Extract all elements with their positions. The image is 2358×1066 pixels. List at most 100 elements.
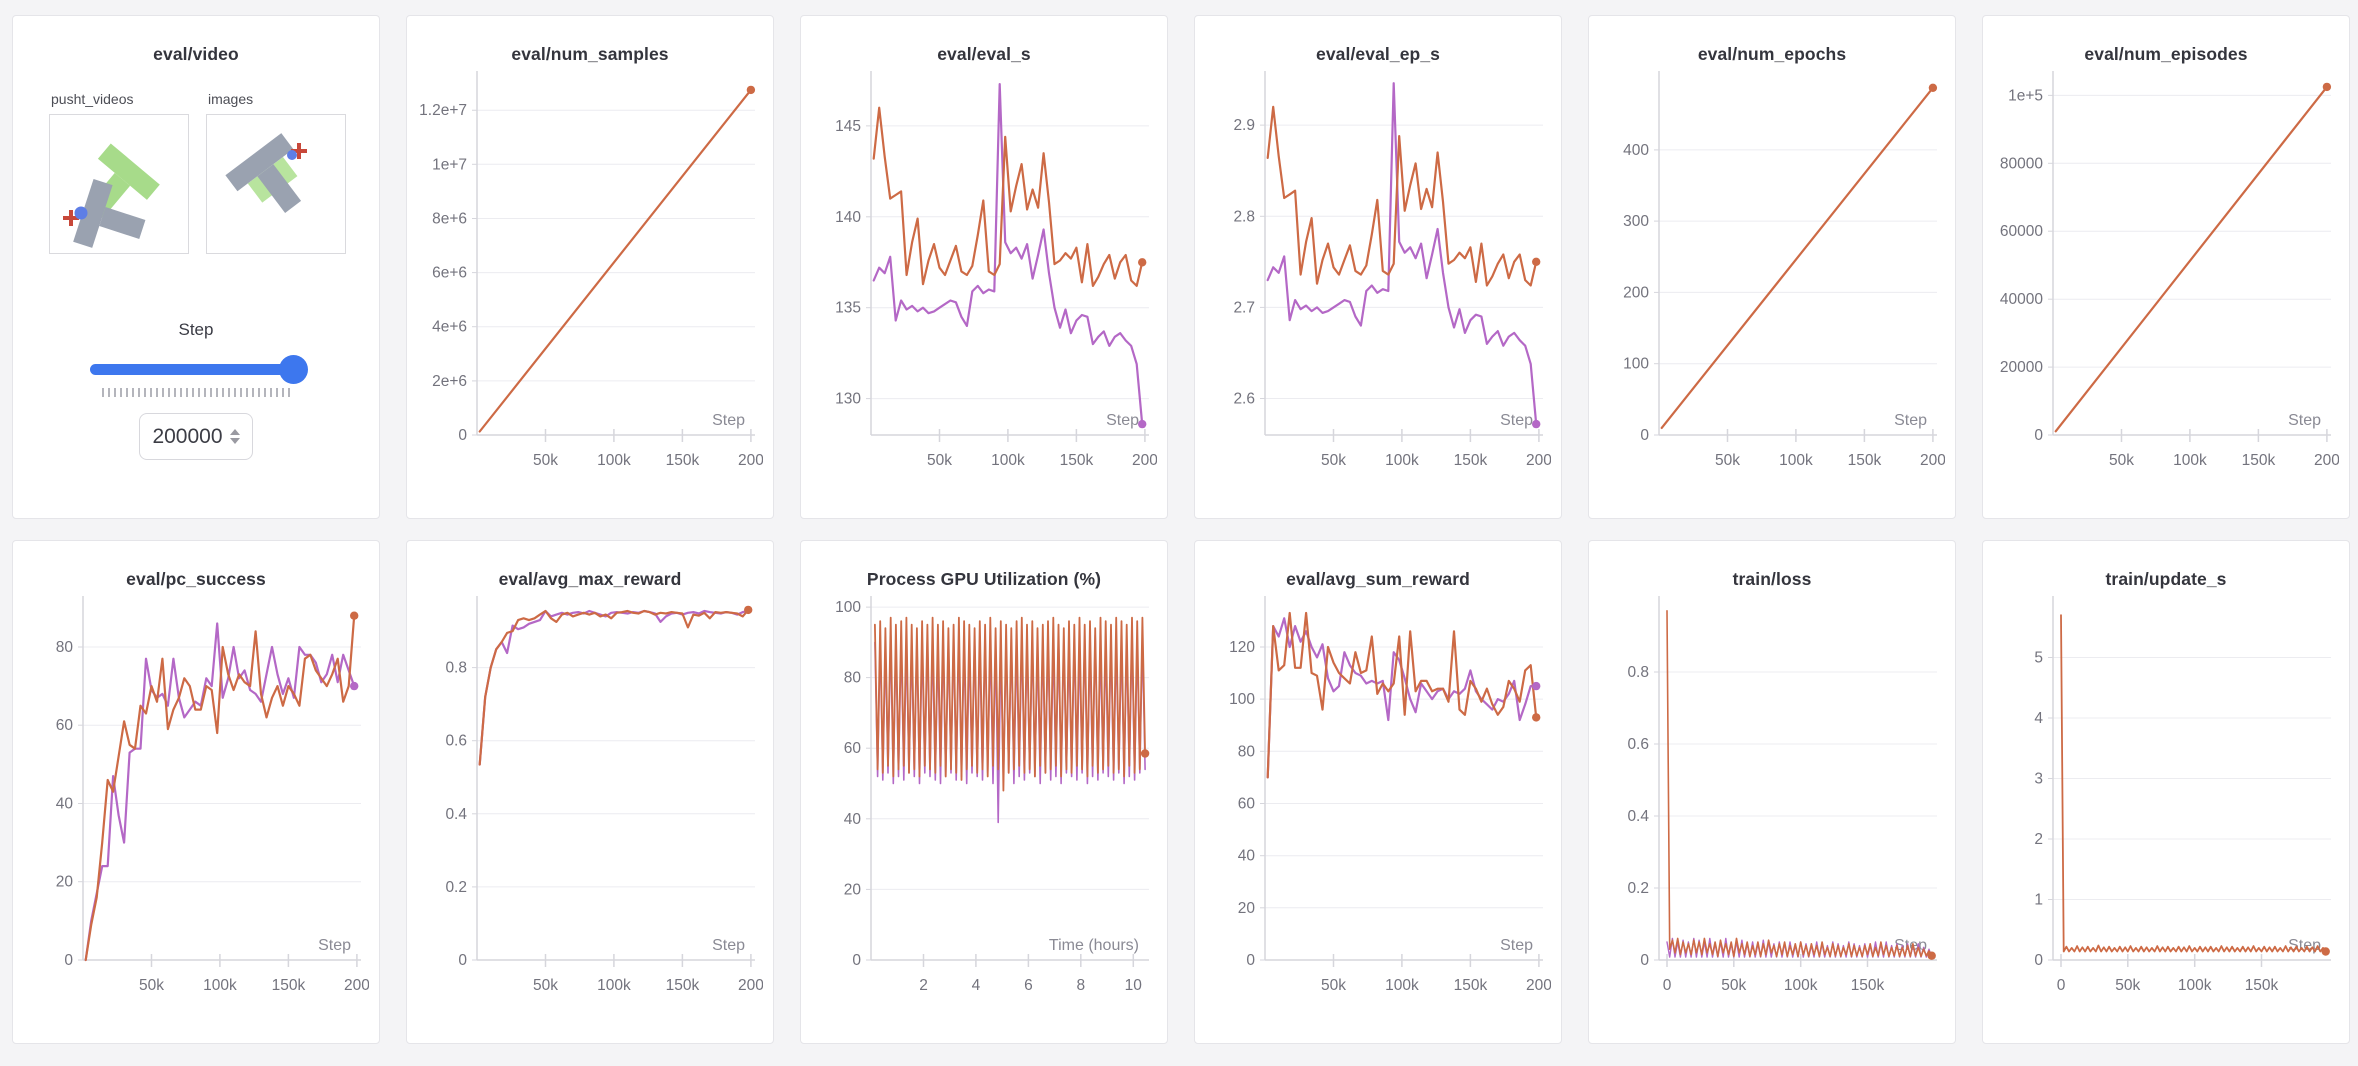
chart-title: eval/avg_sum_reward [1286, 569, 1470, 589]
chart-title: train/loss [1732, 569, 1812, 589]
svg-text:100k: 100k [2178, 977, 2212, 994]
media-thumbnails: pusht_videos [49, 91, 371, 254]
chart-panel-eval-num-episodes: eval/num_episodes 0 20000 40000 60000 80000 1… [1982, 15, 2350, 519]
svg-text:0: 0 [2057, 977, 2066, 994]
svg-text:150k: 150k [2245, 977, 2279, 994]
step-slider-label: Step [178, 320, 214, 339]
svg-text:0.2: 0.2 [1627, 880, 1649, 897]
svg-text:0: 0 [1640, 952, 1649, 969]
svg-text:2.8: 2.8 [1233, 208, 1255, 225]
svg-text:150k: 150k [666, 452, 700, 469]
svg-text:Step: Step [1106, 412, 1139, 429]
svg-text:130: 130 [835, 391, 861, 408]
svg-text:50k: 50k [1321, 452, 1346, 469]
step-slider-thumb[interactable] [279, 355, 308, 384]
chart-title: Process GPU Utilization (%) [866, 569, 1102, 589]
svg-text:60: 60 [56, 717, 74, 734]
svg-text:Step: Step [2288, 412, 2321, 429]
media-item-pusht-videos: pusht_videos [49, 91, 189, 254]
chart-canvas[interactable]: 0 100 200 300 400 50k 100k 150k 200 Step [1597, 67, 1945, 491]
svg-text:1.2e+7: 1.2e+7 [419, 102, 467, 119]
svg-text:150k: 150k [1060, 452, 1094, 469]
chart-title: eval/avg_max_reward [498, 569, 682, 589]
svg-text:20000: 20000 [2000, 359, 2043, 376]
chart-canvas[interactable]: 2.6 2.7 2.8 2.9 50k 100k 150k 200 Step [1203, 67, 1551, 491]
stepper-chevrons [229, 429, 240, 444]
chart-panel-eval-avg-max-reward: eval/avg_max_reward 0 0.2 0.4 0.6 0.8 50k 100k… [406, 540, 774, 1044]
svg-text:140: 140 [835, 209, 861, 226]
svg-text:0: 0 [852, 952, 861, 969]
svg-text:100k: 100k [991, 452, 1025, 469]
svg-text:0.8: 0.8 [1627, 664, 1649, 681]
svg-text:100k: 100k [1784, 977, 1818, 994]
step-value[interactable]: 200000 [152, 424, 223, 448]
step-slider-track[interactable] [90, 364, 302, 375]
chart-panel-gpu-utilization: Process GPU Utilization (%) 0 20 40 60 80 100… [800, 540, 1168, 1044]
svg-text:4e+6: 4e+6 [432, 319, 467, 336]
svg-text:80: 80 [56, 639, 74, 656]
chart-canvas[interactable]: 0 20 40 60 80 50k 100k 150k 200 Step [21, 592, 369, 1016]
svg-text:0: 0 [458, 427, 467, 444]
svg-text:100k: 100k [203, 977, 237, 994]
chevron-up-icon[interactable] [229, 429, 240, 435]
chart-title: eval/pc_success [126, 569, 266, 589]
svg-text:4: 4 [972, 977, 981, 994]
chart-canvas[interactable]: 0 20000 40000 60000 80000 1e+5 50k 100k 150k 200 S… [1991, 67, 2339, 491]
chevron-down-icon[interactable] [229, 438, 240, 444]
svg-text:100k: 100k [597, 977, 631, 994]
media-item-images: images [206, 91, 346, 254]
chart-canvas[interactable]: 0 2e+6 4e+6 6e+6 8e+6 1e+7 1.2e+7 50k 100k 150k 20… [415, 67, 763, 491]
svg-text:1e+7: 1e+7 [432, 156, 467, 173]
svg-text:8: 8 [1076, 977, 1085, 994]
video-thumbnail-images[interactable] [206, 114, 346, 254]
svg-text:200: 200 [1526, 977, 1551, 994]
step-slider[interactable] [90, 354, 308, 384]
chart-panel-eval-eval-s: eval/eval_s 130 135 140 145 50k 100k 150k 200 St… [800, 15, 1168, 519]
svg-text:50k: 50k [1321, 977, 1346, 994]
chart-title: eval/eval_s [937, 44, 1031, 64]
svg-text:2: 2 [919, 977, 928, 994]
chart-canvas[interactable]: 130 135 140 145 50k 100k 150k 200 Step [809, 67, 1157, 491]
svg-text:20: 20 [56, 874, 74, 891]
svg-text:100k: 100k [1385, 452, 1419, 469]
svg-text:100k: 100k [2173, 452, 2207, 469]
media-panel-title: eval/video [153, 44, 239, 64]
svg-text:150k: 150k [1454, 452, 1488, 469]
svg-text:150k: 150k [1454, 977, 1488, 994]
media-caption: pusht_videos [51, 91, 134, 107]
svg-text:200: 200 [738, 452, 763, 469]
svg-text:0: 0 [1640, 427, 1649, 444]
chart-panel-eval-pc-success: eval/pc_success 0 20 40 60 80 50k 100k 150k 200 S… [12, 540, 380, 1044]
svg-text:1: 1 [2034, 892, 2043, 909]
svg-text:20: 20 [844, 881, 862, 898]
svg-text:300: 300 [1623, 213, 1649, 230]
chart-title: eval/num_samples [511, 44, 669, 64]
svg-text:50k: 50k [533, 452, 558, 469]
svg-text:50k: 50k [1715, 452, 1740, 469]
svg-text:Step: Step [318, 937, 351, 954]
goal-cross-icon [63, 210, 79, 226]
step-value-input[interactable]: 200000 [139, 413, 253, 460]
chart-canvas[interactable]: 0 20 40 60 80 100 120 50k 100k 150k 200 Step [1203, 592, 1551, 1016]
svg-text:2: 2 [2034, 831, 2043, 848]
svg-text:0.4: 0.4 [1627, 808, 1649, 825]
svg-text:60: 60 [844, 740, 862, 757]
video-thumbnail-pusht[interactable] [49, 114, 189, 254]
svg-text:200: 200 [1920, 452, 1945, 469]
svg-text:Step: Step [712, 412, 745, 429]
svg-text:100k: 100k [1385, 977, 1419, 994]
svg-text:150k: 150k [1848, 452, 1882, 469]
svg-text:Step: Step [712, 937, 745, 954]
chart-panel-eval-num-samples: eval/num_samples 0 2e+6 4e+6 6e+6 8e+6 1e+7 1.… [406, 15, 774, 519]
chart-canvas[interactable]: 0 0.2 0.4 0.6 0.8 50k 100k 150k 200 Step [415, 592, 763, 1016]
svg-text:50k: 50k [139, 977, 164, 994]
chart-canvas[interactable]: 0 20 40 60 80 100 2 4 6 8 10 Time (hours) [809, 592, 1157, 1016]
svg-text:200: 200 [738, 977, 763, 994]
svg-text:40: 40 [844, 811, 862, 828]
svg-text:135: 135 [835, 300, 861, 317]
svg-text:200: 200 [1526, 452, 1551, 469]
svg-text:5: 5 [2034, 650, 2043, 667]
svg-text:150k: 150k [1851, 977, 1885, 994]
